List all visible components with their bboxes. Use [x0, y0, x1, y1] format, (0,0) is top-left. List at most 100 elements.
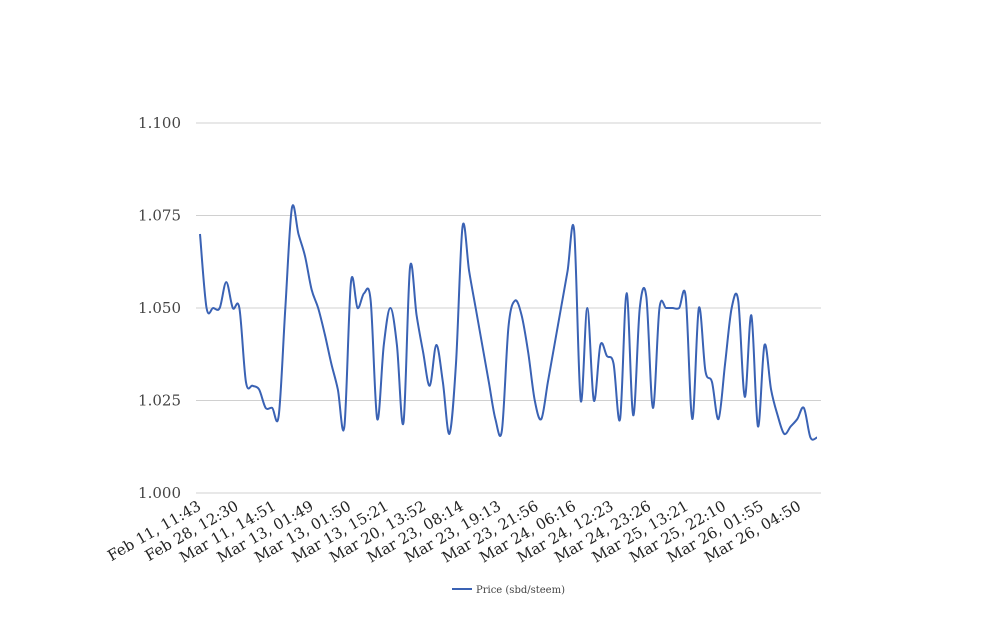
- data-point: [362, 291, 367, 296]
- data-point: [683, 294, 688, 299]
- data-point: [224, 280, 229, 285]
- data-point: [486, 380, 491, 385]
- data-point: [723, 361, 728, 366]
- data-point: [401, 420, 406, 425]
- data-point: [243, 380, 248, 385]
- data-point: [670, 306, 675, 311]
- data-point: [270, 405, 275, 410]
- legend-label: Price (sbd/steem): [476, 585, 565, 596]
- data-point: [427, 383, 432, 388]
- data-point: [375, 417, 380, 422]
- data-point: [749, 313, 754, 318]
- data-point: [736, 298, 741, 303]
- data-point: [552, 343, 557, 348]
- data-point: [742, 394, 747, 399]
- gridlines: [196, 122, 821, 494]
- data-point: [578, 398, 583, 403]
- data-point: [559, 306, 564, 311]
- data-point: [604, 354, 609, 359]
- data-point: [257, 387, 262, 392]
- data-point: [204, 306, 209, 311]
- data-point: [322, 331, 327, 336]
- data-point: [198, 232, 203, 237]
- data-point: [467, 269, 472, 274]
- data-point: [309, 287, 314, 292]
- data-point: [250, 383, 255, 388]
- data-point: [506, 324, 511, 329]
- data-point: [801, 405, 806, 410]
- data-point: [480, 343, 485, 348]
- data-point: [545, 380, 550, 385]
- data-point: [211, 306, 216, 311]
- data-point: [381, 343, 386, 348]
- series-line-price: [199, 204, 818, 441]
- data-point: [519, 313, 524, 318]
- data-point: [815, 435, 820, 440]
- data-point: [762, 343, 767, 348]
- data-point: [348, 280, 353, 285]
- data-point: [677, 306, 682, 311]
- y-tick-label: 1.050: [138, 299, 181, 317]
- data-point: [657, 306, 662, 311]
- data-point: [624, 291, 629, 296]
- data-point: [473, 306, 478, 311]
- data-point: [355, 306, 360, 311]
- data-point: [591, 398, 596, 403]
- data-point: [513, 298, 518, 303]
- data-point: [631, 413, 636, 418]
- data-point: [493, 417, 498, 422]
- data-point: [388, 306, 393, 311]
- y-tick-label: 1.075: [138, 207, 181, 225]
- data-point: [539, 417, 544, 422]
- y-tick-label: 1.100: [138, 114, 181, 132]
- data-point: [421, 350, 426, 355]
- data-point: [664, 306, 669, 311]
- data-point: [526, 350, 531, 355]
- data-point: [414, 313, 419, 318]
- data-point: [565, 269, 570, 274]
- data-point: [289, 206, 294, 211]
- data-point: [303, 254, 308, 259]
- data-point: [644, 294, 649, 299]
- data-point: [782, 431, 787, 436]
- data-point: [618, 417, 623, 422]
- data-point: [394, 343, 399, 348]
- data-point: [769, 387, 774, 392]
- data-point: [637, 306, 642, 311]
- data-point: [585, 306, 590, 311]
- data-point: [316, 306, 321, 311]
- y-axis-tick-labels: 1.100 1.075 1.050 1.025 1.000: [138, 114, 181, 502]
- data-point: [283, 306, 288, 311]
- data-point: [342, 424, 347, 429]
- data-point: [460, 224, 465, 229]
- data-point: [499, 428, 504, 433]
- data-point: [230, 306, 235, 311]
- data-point: [696, 306, 701, 311]
- data-point: [263, 405, 268, 410]
- data-point: [611, 361, 616, 366]
- legend: Price (sbd/steem): [452, 585, 565, 596]
- data-point: [690, 417, 695, 422]
- data-point: [329, 361, 334, 366]
- data-point: [335, 387, 340, 392]
- data-point: [572, 228, 577, 233]
- data-point: [795, 417, 800, 422]
- data-point: [217, 306, 222, 311]
- data-point: [453, 361, 458, 366]
- data-point: [440, 380, 445, 385]
- data-point: [408, 265, 413, 270]
- data-point: [709, 380, 714, 385]
- data-point: [237, 306, 242, 311]
- data-point: [755, 424, 760, 429]
- y-tick-label: 1.025: [138, 392, 181, 410]
- data-point: [368, 298, 373, 303]
- data-point: [716, 417, 721, 422]
- data-point: [650, 405, 655, 410]
- data-point: [276, 413, 281, 418]
- data-point: [598, 343, 603, 348]
- data-point: [775, 413, 780, 418]
- data-point: [788, 424, 793, 429]
